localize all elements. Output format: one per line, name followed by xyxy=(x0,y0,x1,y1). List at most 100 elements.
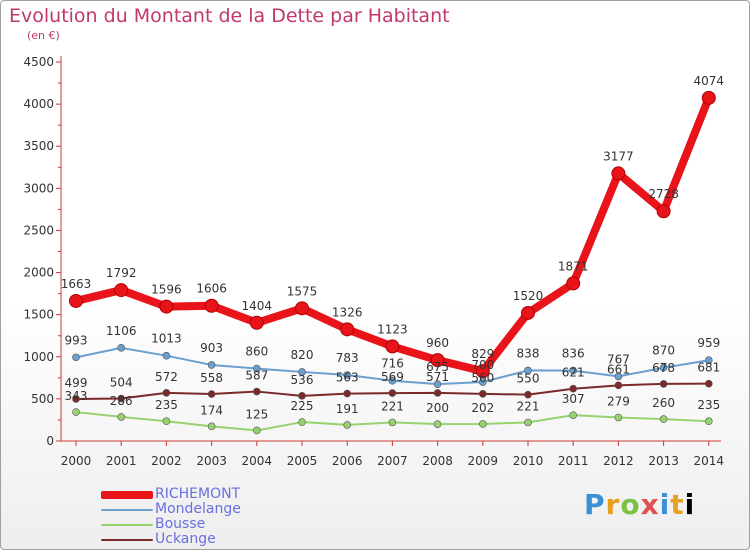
data-label-bousse: 221 xyxy=(517,399,540,413)
data-point-uckange xyxy=(524,390,532,399)
data-point-uckange xyxy=(207,390,216,398)
data-point-richemont xyxy=(249,315,264,330)
data-point-mondelange xyxy=(207,361,216,369)
legend-label-mondelange: Mondelange xyxy=(155,501,241,517)
data-point-bousse xyxy=(162,417,171,426)
data-label-richemont: 1326 xyxy=(332,305,363,319)
data-label-richemont: 3177 xyxy=(603,149,634,163)
data-label-mondelange: 700 xyxy=(471,358,494,372)
data-point-mondelange xyxy=(433,380,442,388)
data-point-uckange xyxy=(659,380,668,388)
y-tick-label: 1500 xyxy=(23,308,54,322)
data-label-bousse: 307 xyxy=(562,392,585,406)
data-label-uckange: 678 xyxy=(652,361,675,375)
data-point-uckange xyxy=(388,389,397,397)
data-point-bousse xyxy=(478,420,487,428)
data-point-bousse xyxy=(343,421,352,429)
data-point-uckange xyxy=(614,381,623,390)
data-label-bousse: 174 xyxy=(200,403,223,417)
data-label-uckange: 504 xyxy=(110,376,133,390)
data-point-bousse xyxy=(569,411,578,419)
data-label-bousse: 260 xyxy=(652,396,675,410)
data-point-mondelange xyxy=(117,344,125,352)
data-point-richemont xyxy=(566,276,581,291)
x-tick-label: 2000 xyxy=(61,454,92,468)
y-tick-label: 2500 xyxy=(23,223,54,237)
data-label-mondelange: 1013 xyxy=(151,332,182,346)
data-point-uckange xyxy=(343,389,352,398)
data-point-richemont xyxy=(340,322,355,337)
chart-subtitle: (en €) xyxy=(27,29,60,42)
data-point-richemont xyxy=(475,364,490,379)
data-label-uckange: 560 xyxy=(471,371,494,385)
data-label-uckange: 661 xyxy=(607,362,630,376)
x-tick-label: 2014 xyxy=(694,454,725,468)
data-label-uckange: 572 xyxy=(155,370,178,384)
chart-title: Evolution du Montant de la Dette par Hab… xyxy=(9,5,450,27)
data-label-bousse: 286 xyxy=(110,394,133,408)
logo-letter: r xyxy=(605,488,621,521)
data-label-richemont: 1575 xyxy=(287,284,318,298)
data-label-uckange: 681 xyxy=(697,361,720,375)
legend-label-bousse: Bousse xyxy=(155,516,206,532)
logo-letter: i xyxy=(659,488,671,521)
data-label-bousse: 202 xyxy=(471,401,494,415)
data-point-mondelange xyxy=(478,378,487,386)
data-label-bousse: 221 xyxy=(381,399,404,413)
data-label-richemont: 1596 xyxy=(151,283,182,297)
y-tick-label: 3000 xyxy=(23,181,54,195)
data-label-bousse: 343 xyxy=(65,389,88,403)
y-tick-label: 1000 xyxy=(23,350,54,364)
data-label-mondelange: 903 xyxy=(200,341,223,355)
data-point-uckange xyxy=(253,387,261,396)
data-point-mondelange xyxy=(569,366,578,375)
data-label-mondelange: 836 xyxy=(562,347,585,361)
y-tick-label: 500 xyxy=(31,392,54,406)
data-label-bousse: 125 xyxy=(245,407,268,421)
data-point-richemont xyxy=(521,305,535,320)
data-point-richemont xyxy=(295,301,309,316)
data-point-mondelange xyxy=(162,351,171,360)
x-tick-label: 2008 xyxy=(422,454,453,468)
data-point-uckange xyxy=(433,389,442,397)
proxiti-logo: Proxiti xyxy=(584,488,695,521)
legend-swatch-bousse xyxy=(101,524,153,526)
legend-swatch-mondelange xyxy=(101,509,153,511)
data-point-bousse xyxy=(614,413,623,422)
data-point-uckange xyxy=(704,379,713,388)
data-point-uckange xyxy=(117,394,125,403)
data-label-uckange: 558 xyxy=(200,371,223,385)
data-label-richemont: 1792 xyxy=(106,266,137,280)
y-tick-label: 2000 xyxy=(23,266,54,280)
data-label-mondelange: 783 xyxy=(336,351,359,365)
data-label-bousse: 200 xyxy=(426,401,449,415)
logo-letter: o xyxy=(620,488,641,521)
data-point-mondelange xyxy=(253,364,261,373)
logo-letter: t xyxy=(670,488,685,521)
data-label-uckange: 587 xyxy=(245,369,268,383)
data-label-uckange: 536 xyxy=(291,373,314,387)
data-point-mondelange xyxy=(704,356,713,365)
x-tick-label: 2013 xyxy=(648,454,679,468)
legend-swatch-richemont xyxy=(101,491,153,499)
data-label-richemont: 1663 xyxy=(61,277,92,291)
data-point-bousse xyxy=(704,417,713,426)
x-tick-label: 2012 xyxy=(603,454,634,468)
data-label-richemont: 4074 xyxy=(694,74,725,88)
data-point-bousse xyxy=(524,418,532,427)
data-point-mondelange xyxy=(659,363,668,372)
data-label-richemont: 1520 xyxy=(513,289,544,303)
data-point-richemont xyxy=(114,283,129,298)
x-tick-label: 2010 xyxy=(513,454,544,468)
data-label-mondelange: 820 xyxy=(291,348,314,362)
data-point-bousse xyxy=(253,426,261,435)
logo-letter: x xyxy=(640,488,660,521)
x-tick-label: 2002 xyxy=(151,454,182,468)
data-label-bousse: 235 xyxy=(697,398,720,412)
x-tick-label: 2007 xyxy=(377,454,408,468)
data-label-bousse: 191 xyxy=(336,402,359,416)
data-label-mondelange: 838 xyxy=(517,346,540,360)
data-point-uckange xyxy=(478,390,487,398)
data-point-richemont xyxy=(69,293,83,308)
